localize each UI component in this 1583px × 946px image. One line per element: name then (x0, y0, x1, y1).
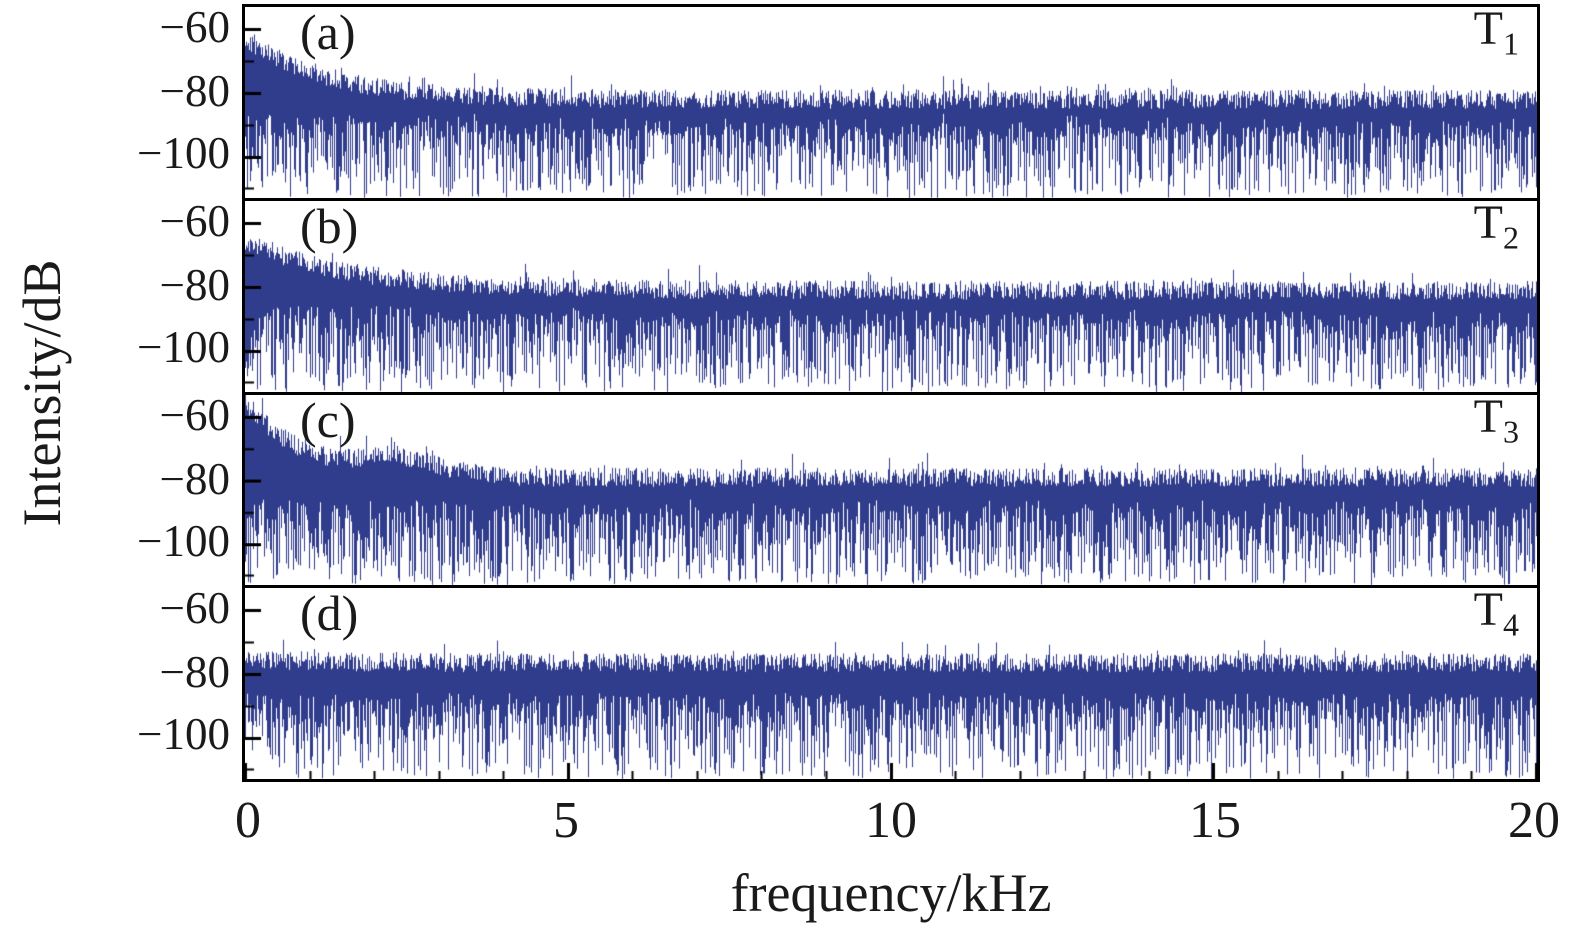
x-tick-label: 5 (553, 792, 579, 849)
trace-label-subscript: 2 (1503, 219, 1519, 256)
y-tick-label: −80 (159, 259, 230, 310)
x-axis-ticks: 0 5 10 15 20 (0, 790, 1583, 852)
trace-label-t2: T2 (1474, 195, 1519, 257)
y-tick-label: −80 (159, 647, 230, 698)
trace-label-t3: T3 (1474, 389, 1519, 451)
panel-letter-d: (d) (300, 585, 359, 642)
trace-label-text: T (1473, 2, 1503, 55)
trace-label-subscript: 4 (1503, 606, 1519, 643)
panel-letter-b: (b) (300, 197, 359, 254)
y-axis-label: Intensity/dB (12, 259, 72, 527)
x-tick-label: 0 (235, 792, 261, 849)
y-tick-label: −100 (137, 128, 230, 178)
y-tick-label: −100 (137, 515, 230, 566)
y-tick-label: −100 (137, 321, 230, 372)
y-tick-label: −60 (159, 2, 230, 52)
panel-letter-a: (a) (300, 4, 356, 60)
spectrum-trace-c (245, 394, 1537, 586)
panel-c: −60 −80 −100 (c) T3 (137, 389, 1540, 589)
trace-label-t4: T4 (1474, 582, 1519, 644)
spectrum-trace-b (245, 200, 1537, 392)
panel-letter-c: (c) (300, 391, 356, 448)
y-tick-label: −60 (159, 583, 230, 634)
x-tick-label: 15 (1189, 792, 1241, 849)
panel-b: −60 −80 −100 (b) T2 (137, 195, 1540, 395)
spectrum-trace-d (245, 588, 1537, 779)
trace-label-text: T (1473, 389, 1503, 443)
trace-label-subscript: 3 (1503, 413, 1519, 450)
y-tick-label: −60 (159, 389, 230, 440)
x-tick-label: 20 (1508, 792, 1560, 849)
x-tick-label: 10 (865, 792, 917, 849)
trace-label-subscript: 1 (1503, 25, 1519, 62)
trace-label-text: T (1473, 195, 1503, 249)
x-axis-label: frequency/kHz (730, 863, 1052, 923)
panel-d: −60 −80 −100 (d) T4 (137, 582, 1540, 782)
trace-label-t1: T1 (1474, 1, 1519, 63)
y-tick-label: −80 (159, 66, 230, 116)
plot-stack: −60 −80 −100 (a) T1 −60 −80 −100 (b) T2 … (137, 1, 1540, 782)
trace-label-text: T (1473, 583, 1503, 637)
y-tick-label: −60 (159, 195, 230, 246)
y-tick-label: −100 (137, 709, 230, 760)
panel-a: −60 −80 −100 (a) T1 (137, 1, 1540, 201)
spectrum-trace-a (245, 7, 1537, 198)
y-tick-label: −80 (159, 453, 230, 504)
